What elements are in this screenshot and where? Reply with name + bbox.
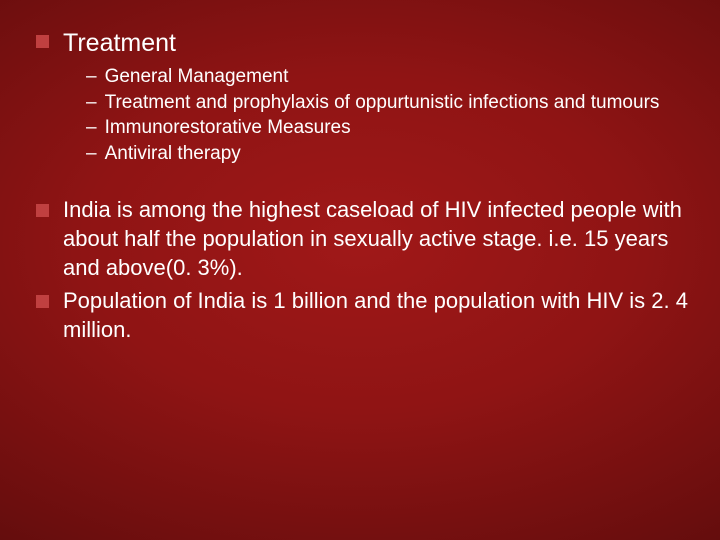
square-bullet-icon (36, 295, 49, 308)
sub-list: – General Management – Treatment and pro… (86, 64, 688, 167)
heading-row: Treatment (36, 28, 688, 58)
paragraph-row: Population of India is 1 billion and the… (36, 286, 688, 344)
paragraph-text: Population of India is 1 billion and the… (63, 286, 688, 344)
paragraph-row: India is among the highest caseload of H… (36, 195, 688, 282)
dash-icon: – (86, 115, 97, 141)
dash-icon: – (86, 90, 97, 116)
sub-item: – General Management (86, 64, 688, 90)
sub-item: – Treatment and prophylaxis of oppurtuni… (86, 90, 688, 116)
sub-item-text: Immunorestorative Measures (105, 115, 351, 141)
sub-item: – Antiviral therapy (86, 141, 688, 167)
sub-item-text: Antiviral therapy (105, 141, 241, 167)
sub-item-text: General Management (105, 64, 289, 90)
dash-icon: – (86, 64, 97, 90)
square-bullet-icon (36, 35, 49, 48)
sub-item: – Immunorestorative Measures (86, 115, 688, 141)
dash-icon: – (86, 141, 97, 167)
sub-item-text: Treatment and prophylaxis of oppurtunist… (105, 90, 660, 116)
heading-text: Treatment (63, 28, 176, 58)
square-bullet-icon (36, 204, 49, 217)
paragraph-text: India is among the highest caseload of H… (63, 195, 688, 282)
